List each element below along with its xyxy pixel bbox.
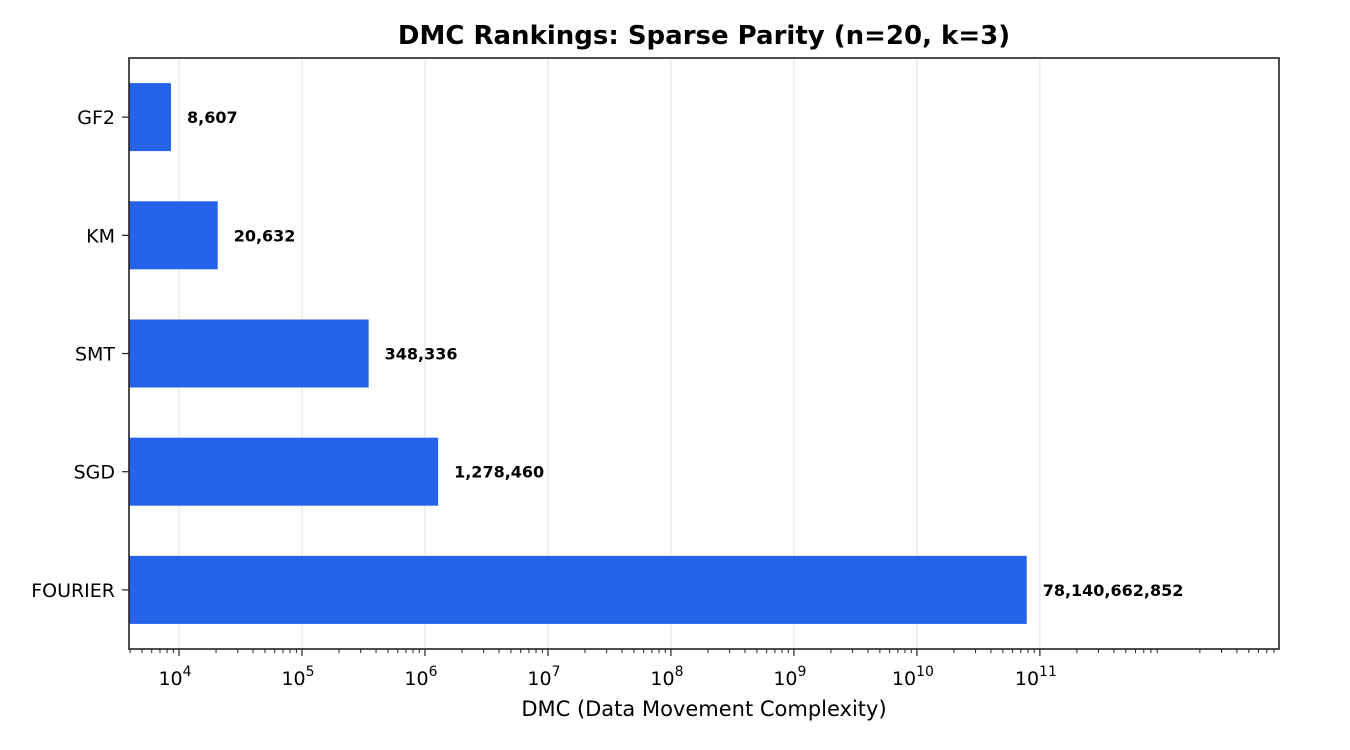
x-tick-label: 106 — [404, 664, 437, 690]
value-label: 20,632 — [234, 226, 296, 245]
x-tick-label: 107 — [527, 664, 560, 690]
y-axis: GF2 KM SMT SGD FOURIER — [31, 107, 129, 602]
value-label: 348,336 — [385, 345, 458, 364]
bar-sgd — [129, 437, 439, 506]
bars: 8,607 20,632 348,336 1,278,460 78,140,662,85… — [129, 83, 1183, 624]
x-tick-label: 104 — [158, 664, 191, 690]
x-tick-label: 105 — [281, 664, 314, 690]
x-axis-label: DMC (Data Movement Complexity) — [521, 697, 886, 721]
x-tick-label: 1010 — [892, 664, 934, 690]
category-label: FOURIER — [31, 580, 115, 602]
value-label: 8,607 — [187, 108, 238, 127]
bar-smt — [129, 319, 369, 388]
value-label: 1,278,460 — [454, 463, 544, 482]
x-axis: 104 105 106 107 108 109 1010 1011 — [129, 649, 1275, 690]
category-label: SGD — [74, 462, 115, 484]
category-label: SMT — [75, 344, 115, 366]
bar-gf2 — [129, 83, 172, 152]
grid-lines — [178, 58, 1041, 649]
bar-fourier — [129, 555, 1027, 624]
chart-title: DMC Rankings: Sparse Parity (n=20, k=3) — [398, 21, 1010, 51]
x-tick-label: 108 — [650, 664, 683, 690]
value-label: 78,140,662,852 — [1043, 581, 1184, 600]
x-tick-label: 1011 — [1015, 664, 1057, 690]
x-tick-label: 109 — [773, 664, 806, 690]
bar-km — [129, 201, 218, 270]
category-label: GF2 — [77, 107, 115, 129]
category-label: KM — [86, 225, 115, 247]
